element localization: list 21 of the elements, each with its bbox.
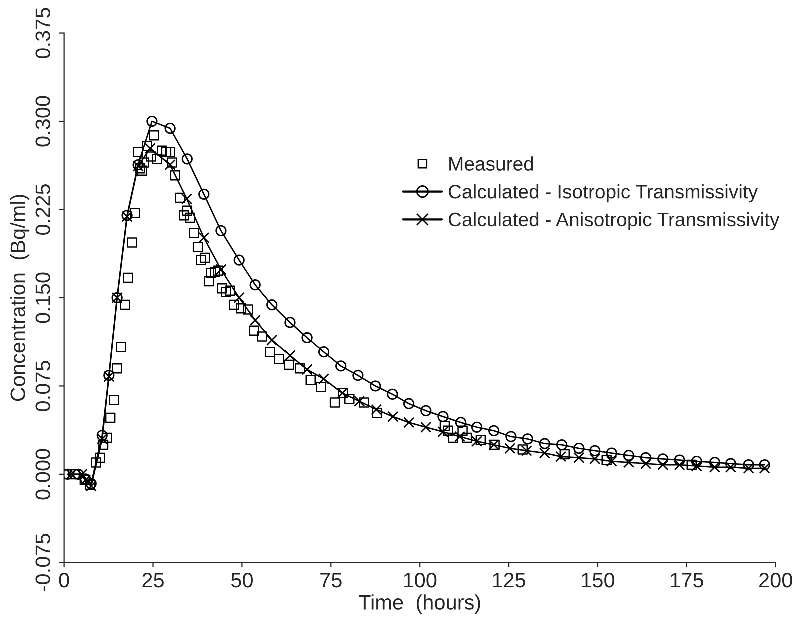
y-tick-label: 0.150 <box>36 272 50 324</box>
y-tick-label: 0.000 <box>36 449 50 500</box>
x-tick-label: 175 <box>671 573 704 588</box>
y-tick-label: 0.075 <box>36 361 50 412</box>
x-tick-label: 50 <box>231 572 253 588</box>
x-tick-label: 125 <box>493 572 526 588</box>
y-tick-label: 0.375 <box>36 8 50 59</box>
legend-label: Calculated - Anisotropic Transmissivity <box>448 212 780 230</box>
x-tick-label: 0 <box>59 572 70 588</box>
y-tick-label: 0.300 <box>36 96 50 147</box>
x-tick-label: 25 <box>142 572 164 588</box>
y-tick-label: 0.225 <box>36 184 50 236</box>
x-axis-title: Time (hours) <box>359 594 480 614</box>
legend-label: Calculated - Isotropic Transmissivity <box>448 184 758 203</box>
x-tick-label: 75 <box>320 573 342 588</box>
x-tick-label: 150 <box>582 572 615 588</box>
legend-label: Measured <box>450 156 534 171</box>
y-tick-label: -0.075 <box>36 534 50 592</box>
y-axis-title: Concentration (Bq/ml) <box>10 195 30 402</box>
x-tick-label: 200 <box>760 572 792 588</box>
x-tick-label: 100 <box>404 572 437 588</box>
